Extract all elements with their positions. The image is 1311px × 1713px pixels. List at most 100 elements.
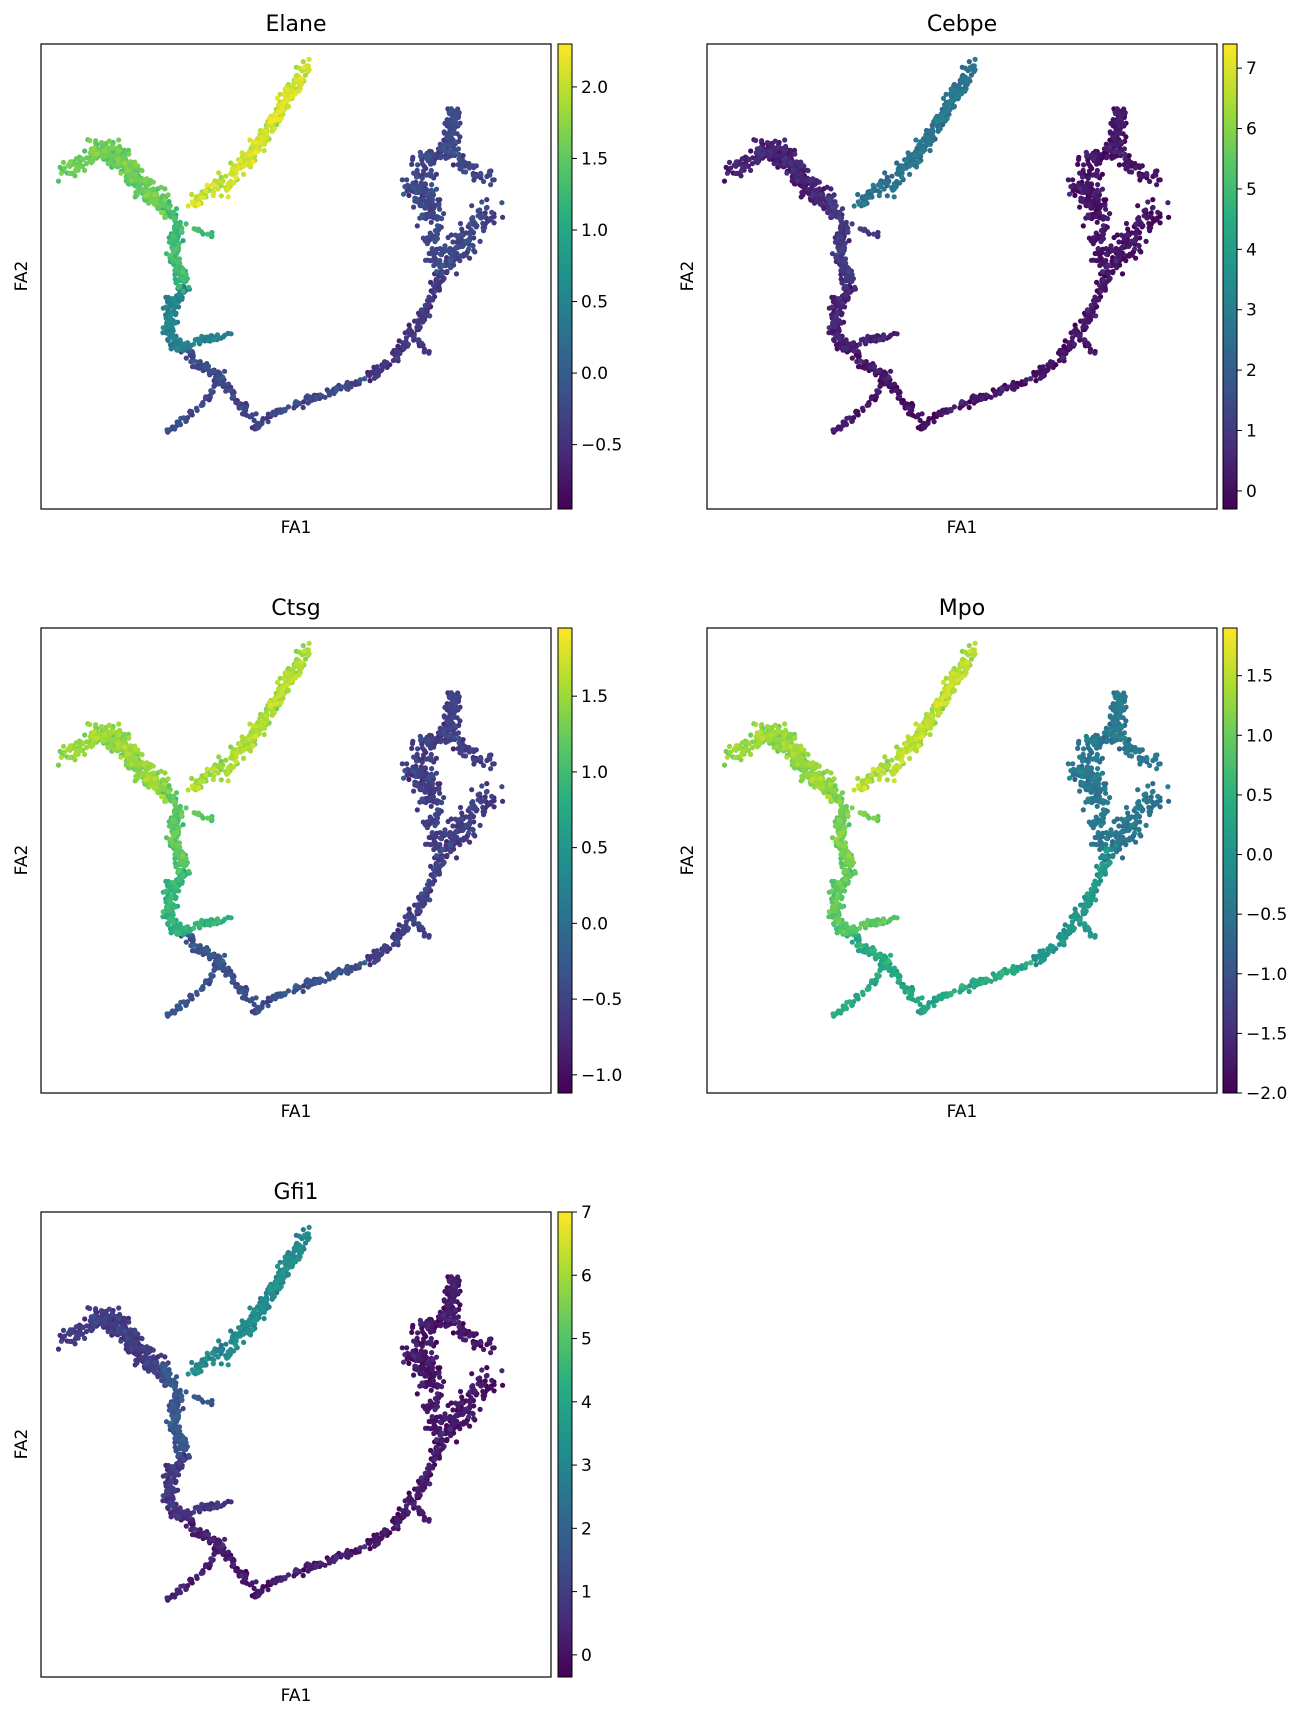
cell-point — [792, 151, 798, 157]
cell-point — [806, 187, 812, 193]
cell-point — [1091, 192, 1097, 198]
colorbar-gradient — [1222, 43, 1238, 510]
cell-point — [830, 319, 837, 325]
cell-point — [223, 173, 229, 179]
cell-point — [452, 723, 458, 729]
cell-point — [459, 232, 465, 238]
cell-point — [274, 95, 281, 101]
cell-point — [851, 203, 857, 209]
cell-point — [116, 148, 122, 154]
cell-point — [446, 149, 452, 155]
cell-point — [1132, 165, 1138, 171]
cell-point — [839, 246, 845, 252]
cell-point — [1091, 154, 1097, 160]
cell-point — [298, 81, 304, 87]
cell-point — [1143, 207, 1149, 213]
cell-point — [490, 761, 496, 767]
cell-point — [967, 64, 973, 70]
cell-point — [1119, 244, 1125, 250]
cell-point — [862, 201, 868, 207]
cell-point — [472, 757, 478, 763]
cell-point — [830, 427, 836, 433]
cell-point — [838, 223, 844, 229]
cell-point — [177, 292, 183, 298]
cell-point — [946, 100, 953, 106]
cell-point — [415, 902, 421, 908]
cell-point — [374, 373, 380, 380]
cell-point — [150, 186, 156, 192]
cell-point — [165, 192, 171, 198]
cell-point — [453, 828, 459, 834]
cell-point — [1104, 153, 1110, 159]
cell-point — [174, 259, 181, 265]
cell-point — [1066, 344, 1072, 350]
cell-point — [463, 238, 469, 244]
cell-point — [721, 178, 728, 184]
cell-point — [1085, 161, 1091, 167]
colorbar-tick-label: 6 — [1246, 120, 1257, 140]
cell-point — [1090, 298, 1097, 304]
cell-point — [924, 134, 930, 140]
cell-point — [466, 246, 472, 252]
cell-point — [436, 786, 442, 792]
cell-point — [790, 167, 796, 174]
cell-point — [443, 832, 449, 838]
cell-point — [441, 144, 447, 150]
cell-point — [871, 231, 877, 237]
cell-point — [1069, 335, 1075, 341]
cell-point — [419, 759, 425, 765]
cell-point — [951, 104, 957, 110]
cell-point — [421, 203, 427, 209]
cell-point — [858, 358, 864, 364]
cell-point — [381, 360, 387, 366]
cell-point — [1090, 235, 1096, 241]
cell-point — [929, 128, 935, 135]
cell-point — [774, 159, 780, 165]
cell-point — [457, 842, 463, 848]
cell-point — [439, 855, 445, 861]
cell-point — [167, 252, 173, 258]
cell-point — [899, 400, 905, 406]
cell-point — [894, 171, 900, 177]
cell-point — [876, 193, 882, 199]
cell-point — [170, 336, 176, 342]
cell-point — [450, 239, 456, 245]
cell-point — [738, 173, 744, 179]
cell-point — [1106, 262, 1112, 268]
cell-point — [456, 151, 462, 158]
scatter-points — [721, 56, 1172, 435]
cell-point — [900, 166, 906, 172]
cell-point — [160, 325, 166, 331]
cell-point — [864, 195, 870, 201]
cell-point — [451, 698, 457, 704]
cell-point — [102, 148, 108, 154]
cell-point — [442, 120, 448, 126]
cell-point — [133, 189, 139, 195]
cell-point — [422, 886, 428, 892]
colorbar-gradient — [557, 43, 573, 510]
cell-point — [448, 714, 454, 720]
cell-point — [1129, 252, 1135, 258]
cell-point — [429, 830, 435, 836]
y-axis-label: FA2 — [12, 261, 32, 292]
cell-point — [1113, 258, 1119, 264]
cell-point — [824, 184, 830, 190]
cell-point — [1094, 170, 1100, 176]
cell-point — [411, 917, 417, 923]
cell-point — [73, 156, 79, 162]
cell-point — [82, 148, 88, 154]
cell-point — [258, 139, 264, 145]
cell-point — [421, 349, 427, 355]
cell-point — [772, 138, 778, 144]
cell-point — [1154, 217, 1160, 223]
cell-point — [400, 191, 407, 197]
cell-point — [233, 400, 239, 406]
cell-point — [272, 412, 278, 418]
cell-point — [450, 823, 456, 829]
colorbar-tick-label: 4 — [1246, 240, 1257, 260]
cell-point — [260, 416, 266, 422]
cell-point — [222, 332, 228, 338]
cell-point — [1154, 182, 1160, 188]
cell-point — [466, 165, 472, 171]
cell-point — [441, 713, 447, 719]
